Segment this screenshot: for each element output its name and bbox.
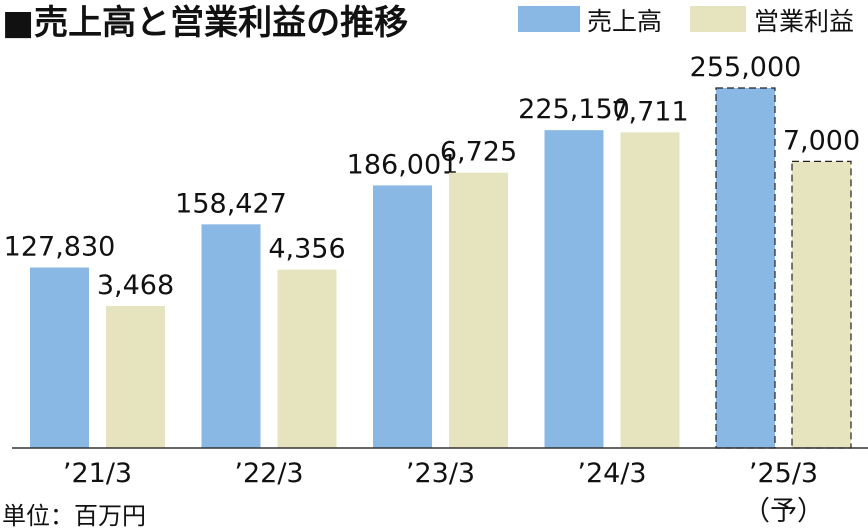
bar-operating-profit-3 (620, 132, 680, 448)
value-label-sales-3: 225,150 (518, 94, 630, 125)
bar-sales-0 (30, 267, 89, 448)
value-label-operating-profit-1: 4,356 (268, 234, 345, 265)
bar-sales-3 (544, 130, 604, 448)
legend-swatch-sales (518, 6, 580, 32)
x-tick-label-4: ’25/3 (749, 458, 818, 489)
bar-sales-1 (201, 224, 261, 448)
bar-operating-profit-2 (449, 172, 508, 448)
value-label-operating-profit-4: 7,000 (783, 125, 860, 156)
x-tick-label-2: ’23/3 (406, 458, 475, 489)
bar-sales-2 (373, 185, 432, 449)
value-label-operating-profit-0: 3,468 (97, 270, 174, 301)
value-label-sales-4: 255,000 (690, 52, 802, 83)
value-label-operating-profit-2: 6,725 (440, 137, 517, 168)
bar-operating-profit-0 (106, 306, 165, 448)
x-tick-label-1: ’22/3 (234, 458, 303, 489)
unit-label: 単位：百万円 (2, 502, 146, 530)
value-label-sales-1: 158,427 (175, 188, 287, 219)
value-label-sales-2: 186,001 (347, 149, 459, 180)
bars-group: 127,830 3,468 158,427 4,356 186,0016,725225,… (4, 52, 860, 449)
legend-label-operating-profit: 営業利益 (754, 7, 854, 36)
bar-operating-profit-4 (791, 160, 852, 449)
bar-sales-4 (715, 87, 776, 449)
x-tick-label-0: ’21/3 (63, 458, 132, 489)
legend-label-sales: 売上高 (587, 7, 662, 36)
value-label-sales-0: 127,830 (4, 232, 116, 263)
x-tick-note-4: （予） (743, 496, 824, 527)
x-tick-label-3: ’24/3 (577, 458, 646, 489)
x-ticks-group: ’21/3 ’22/3 ’23/3 ’24/3 ’25/3 （予） (63, 458, 824, 527)
bar-operating-profit-1 (277, 269, 337, 448)
chart-title: ■売上高と営業利益の推移 (2, 3, 408, 43)
legend-swatch-operating-profit (690, 6, 746, 32)
value-label-operating-profit-3: 7,711 (611, 96, 688, 127)
